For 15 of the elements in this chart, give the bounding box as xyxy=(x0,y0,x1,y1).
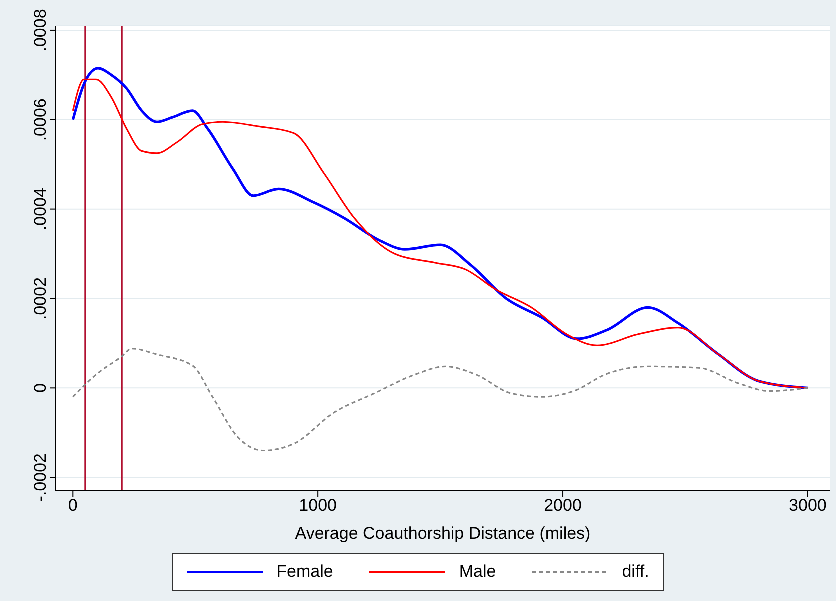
y-tick-label: .0004 xyxy=(31,188,50,231)
x-axis-title: Average Coauthorship Distance (miles) xyxy=(295,524,591,543)
y-tick-label: 0 xyxy=(31,383,50,393)
x-tick-label: 1000 xyxy=(299,496,337,516)
y-tick-label: -.0002 xyxy=(31,453,50,502)
legend-label: Female xyxy=(276,562,334,582)
x-tick-label: 3000 xyxy=(789,496,827,516)
y-tick-label: .0008 xyxy=(31,9,50,52)
legend-label: Male xyxy=(459,562,496,582)
x-tick-label: 0 xyxy=(68,496,78,516)
legend-label: diff. xyxy=(622,562,650,582)
y-tick-label: .0006 xyxy=(31,98,50,142)
y-tick-label: .0002 xyxy=(31,277,50,320)
line-series xyxy=(72,348,809,452)
x-tick-label: 2000 xyxy=(544,496,582,516)
